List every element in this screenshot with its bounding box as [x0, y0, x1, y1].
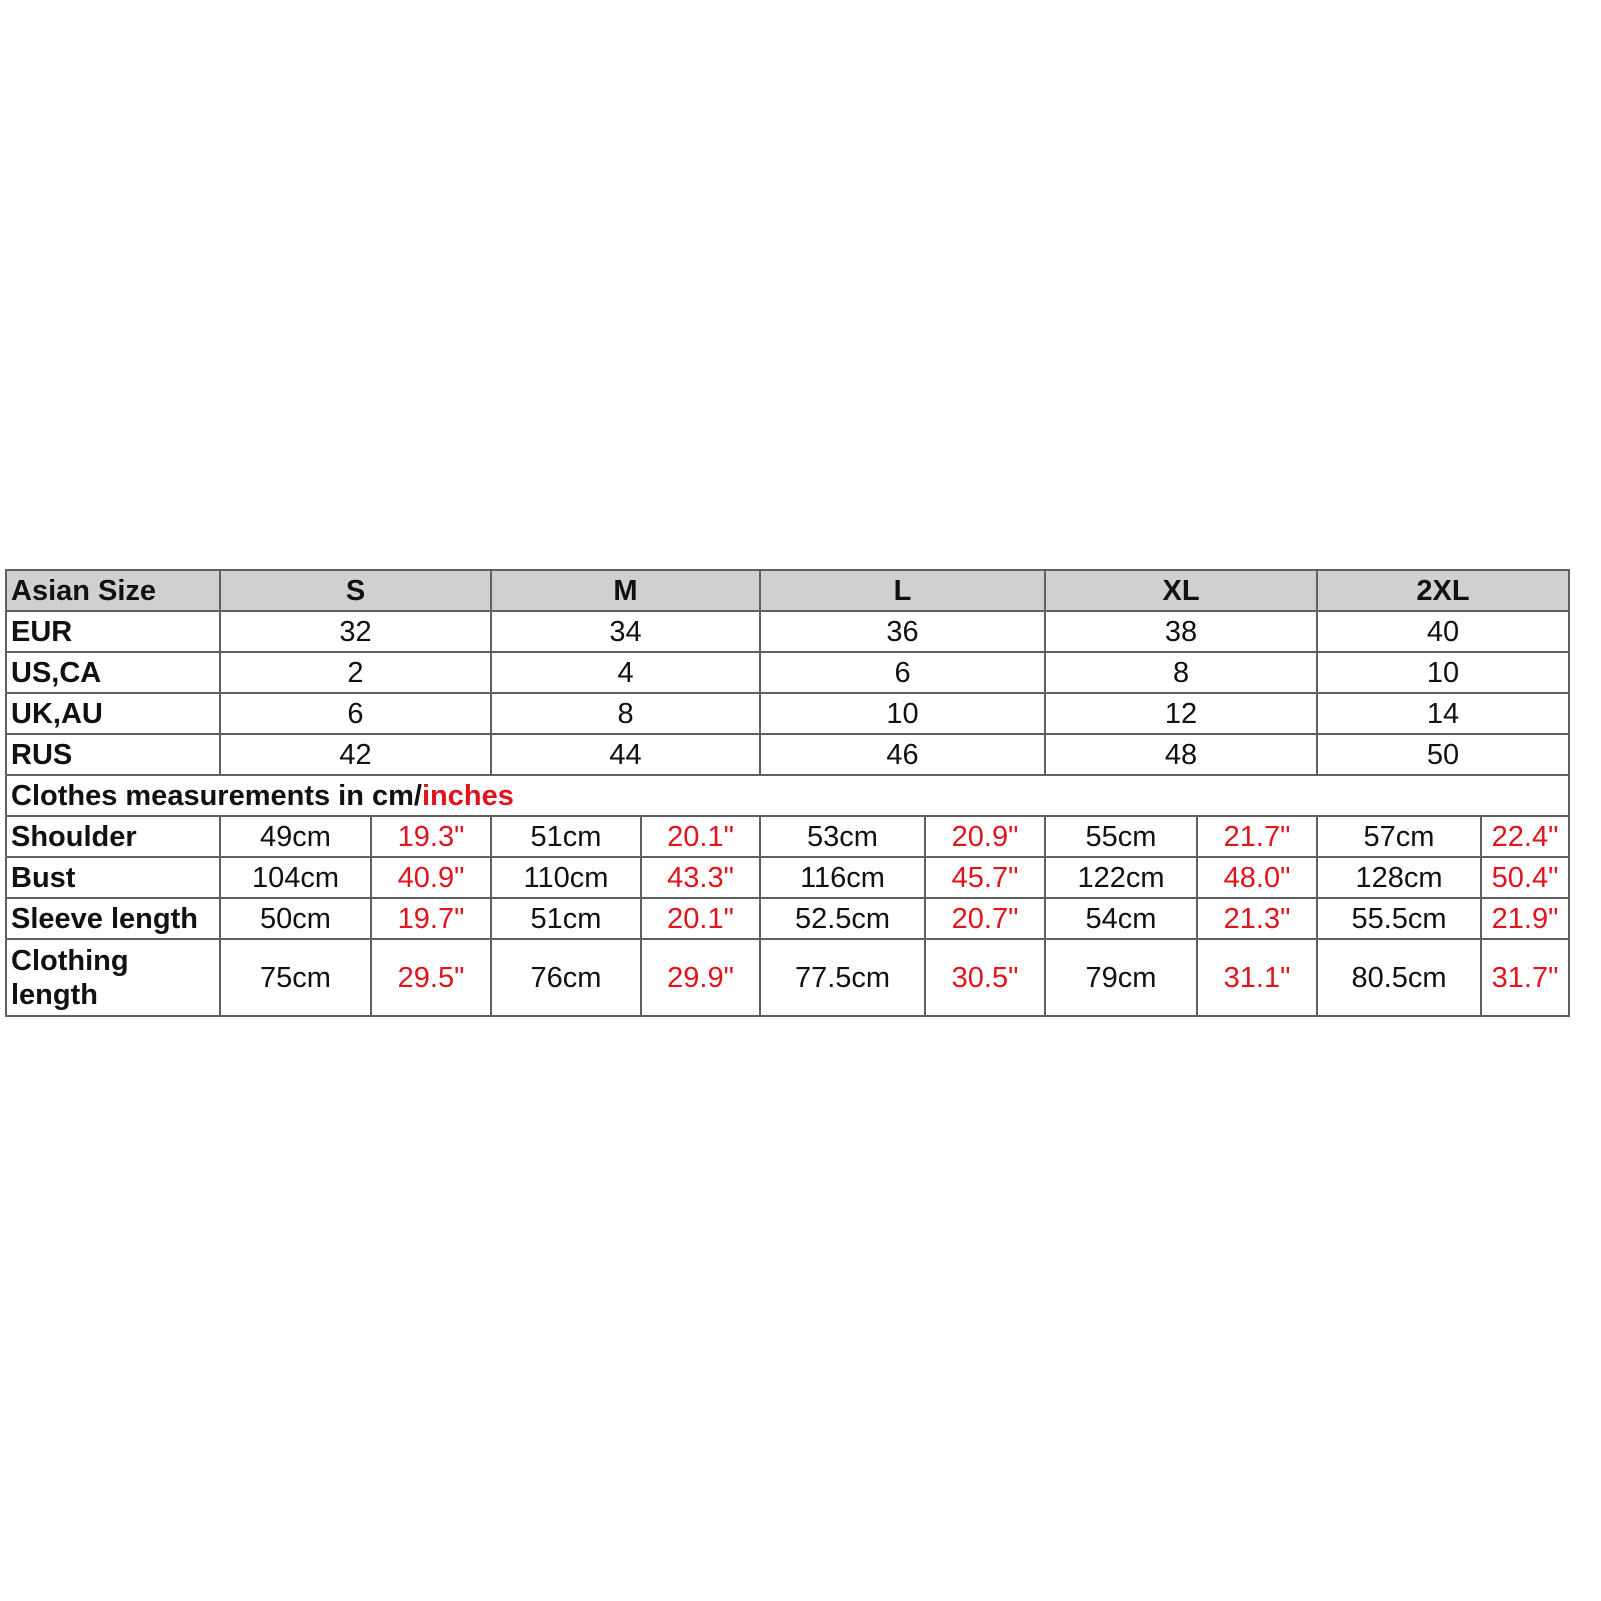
- inch-value: 19.7": [370, 897, 492, 940]
- inch-value: 20.7": [924, 897, 1047, 940]
- row-label: EUR: [5, 610, 221, 653]
- conversion-row: US,CA 2 4 6 8 10: [5, 651, 1571, 694]
- cm-value: 55cm: [1044, 815, 1199, 858]
- size-chart-table: Asian Size S M L XL 2XL EUR 32 34 36 38 40 US,CA 2 4 6 8…: [4, 569, 1571, 1017]
- size-value: 6: [759, 651, 1047, 694]
- inch-value: 20.1": [639, 815, 762, 858]
- size-value: 2: [219, 651, 492, 694]
- inch-value: 43.3": [639, 856, 762, 899]
- size-value: 8: [489, 692, 762, 735]
- size-value: 8: [1044, 651, 1319, 694]
- size-header-s: S: [219, 569, 492, 612]
- inch-value: 29.5": [370, 938, 492, 1017]
- cm-value: 80.5cm: [1316, 938, 1483, 1017]
- size-header-xl: XL: [1044, 569, 1319, 612]
- size-header-2xl: 2XL: [1316, 569, 1571, 612]
- size-value: 44: [489, 733, 762, 776]
- row-label: US,CA: [5, 651, 221, 694]
- row-label: Sleeve length: [5, 897, 221, 940]
- size-value: 36: [759, 610, 1047, 653]
- cm-value: 55.5cm: [1316, 897, 1483, 940]
- size-value: 32: [219, 610, 492, 653]
- cm-value: 104cm: [219, 856, 372, 899]
- row-label: UK,AU: [5, 692, 221, 735]
- inch-value: 31.1": [1196, 938, 1319, 1017]
- section-row: Clothes measurements in cm/inches: [4, 774, 1571, 817]
- size-value: 34: [489, 610, 762, 653]
- size-value: 50: [1316, 733, 1571, 776]
- size-value: 12: [1044, 692, 1319, 735]
- inch-value: 22.4": [1480, 815, 1571, 858]
- cm-value: 54cm: [1044, 897, 1199, 940]
- row-label: Shoulder: [5, 815, 221, 858]
- inch-value: 20.9": [924, 815, 1047, 858]
- cm-value: 76cm: [490, 938, 642, 1017]
- row-label: Clothing length: [5, 938, 221, 1017]
- cm-value: 57cm: [1316, 815, 1483, 858]
- cm-value: 75cm: [219, 938, 372, 1017]
- inch-value: 20.1": [639, 897, 762, 940]
- size-value: 40: [1316, 610, 1571, 653]
- header-row: Asian Size S M L XL 2XL: [5, 569, 1571, 612]
- cm-value: 122cm: [1044, 856, 1199, 899]
- measurement-row: Sleeve length 50cm 19.7" 51cm 20.1" 52.5cm 20.…: [5, 897, 1571, 940]
- size-value: 38: [1044, 610, 1319, 653]
- inch-value: 21.3": [1196, 897, 1319, 940]
- size-value: 14: [1316, 692, 1571, 735]
- cm-value: 52.5cm: [759, 897, 927, 940]
- size-value: 48: [1044, 733, 1319, 776]
- conversion-row: RUS 42 44 46 48 50: [5, 733, 1571, 776]
- inch-value: 19.3": [370, 815, 492, 858]
- inch-value: 40.9": [370, 856, 492, 899]
- cm-value: 53cm: [759, 815, 927, 858]
- conversion-row: UK,AU 6 8 10 12 14: [5, 692, 1571, 735]
- inch-value: 31.7": [1480, 938, 1571, 1017]
- cm-value: 50cm: [219, 897, 372, 940]
- cm-value: 51cm: [490, 815, 642, 858]
- conversion-row: EUR 32 34 36 38 40: [5, 610, 1571, 653]
- row-label: RUS: [5, 733, 221, 776]
- size-value: 6: [219, 692, 492, 735]
- cm-value: 128cm: [1316, 856, 1483, 899]
- size-header-m: M: [489, 569, 762, 612]
- inch-value: 45.7": [924, 856, 1047, 899]
- section-title: Clothes measurements in cm/inches: [4, 774, 1571, 817]
- measurement-row: Shoulder 49cm 19.3" 51cm 20.1" 53cm 20.9" 55cm 2…: [5, 815, 1571, 858]
- cm-value: 51cm: [490, 897, 642, 940]
- size-value: 46: [759, 733, 1047, 776]
- cm-value: 77.5cm: [759, 938, 927, 1017]
- measurement-row: Clothing length 75cm 29.5" 76cm 29.9" 77.5cm 3…: [5, 938, 1571, 1017]
- size-value: 4: [489, 651, 762, 694]
- section-highlight: inches: [421, 779, 514, 812]
- row-label: Bust: [5, 856, 221, 899]
- size-value: 10: [759, 692, 1047, 735]
- inch-value: 50.4": [1480, 856, 1571, 899]
- measurement-row: Bust 104cm 40.9" 110cm 43.3" 116cm 45.7" 122cm 4…: [5, 856, 1571, 899]
- cm-value: 116cm: [759, 856, 927, 899]
- inch-value: 29.9": [639, 938, 762, 1017]
- inch-value: 30.5": [924, 938, 1047, 1017]
- cm-value: 110cm: [490, 856, 642, 899]
- size-value: 42: [219, 733, 492, 776]
- cm-value: 79cm: [1044, 938, 1199, 1017]
- header-label: Asian Size: [5, 569, 221, 612]
- section-text: Clothes measurements in cm/: [11, 779, 422, 812]
- inch-value: 21.9": [1480, 897, 1571, 940]
- cm-value: 49cm: [219, 815, 372, 858]
- inch-value: 48.0": [1196, 856, 1319, 899]
- size-header-l: L: [759, 569, 1047, 612]
- inch-value: 21.7": [1196, 815, 1319, 858]
- size-value: 10: [1316, 651, 1571, 694]
